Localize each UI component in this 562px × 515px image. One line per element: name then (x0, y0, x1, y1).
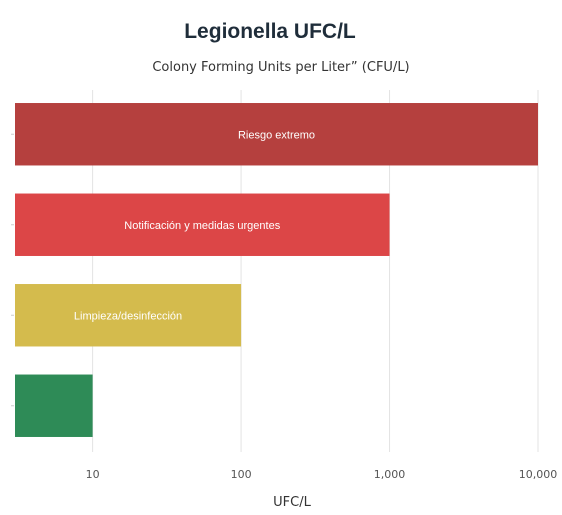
x-tick-label: 1,000 (374, 468, 406, 481)
x-tick-label: 10,000 (519, 468, 558, 481)
bars: Riesgo extremo Notificación y medidas urg… (11, 103, 538, 437)
bar (15, 375, 93, 437)
x-tick-label: 100 (231, 468, 252, 481)
x-axis-title: UFC/L (273, 495, 311, 510)
bar-label: Notificación y medidas urgentes (124, 220, 280, 232)
x-tick-label: 10 (86, 468, 100, 481)
x-axis-ticks: 10 100 1,000 10,000 (86, 468, 558, 481)
bar-label: Riesgo extremo (238, 129, 315, 141)
bar-label: Limpieza/desinfección (74, 310, 182, 322)
